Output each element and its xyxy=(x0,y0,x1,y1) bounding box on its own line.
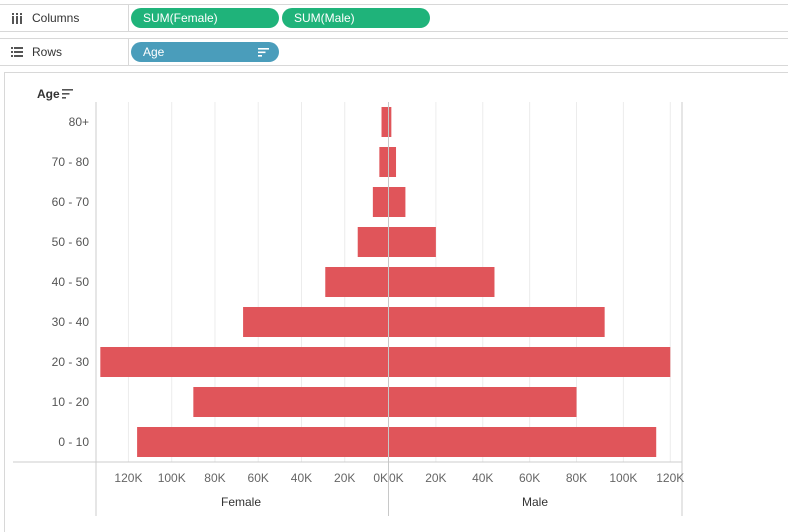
axis-layer: 80+ 70 - 80 60 - 70 50 - 60 40 - 50 30 - 40 20… xyxy=(52,115,685,509)
male-bar[interactable] xyxy=(389,267,495,297)
age-row-label: 80+ xyxy=(69,115,89,129)
age-row-label: 30 - 40 xyxy=(52,315,90,329)
age-row-label: 10 - 20 xyxy=(52,395,90,409)
female-tick-label: 60K xyxy=(248,471,269,485)
male-tick-label: 100K xyxy=(609,471,637,485)
row-header-age[interactable]: Age xyxy=(37,87,60,101)
columns-icon xyxy=(12,13,22,24)
sum-female-pill-text: SUM(Female) xyxy=(143,11,218,25)
female-tick-label: 20K xyxy=(334,471,355,485)
female-bar[interactable] xyxy=(379,147,388,177)
view-area xyxy=(4,72,788,532)
female-bar[interactable] xyxy=(137,427,388,457)
female-tick-label: 100K xyxy=(158,471,186,485)
female-bar[interactable] xyxy=(381,107,388,137)
female-bar[interactable] xyxy=(357,227,388,257)
male-bar[interactable] xyxy=(389,387,577,417)
sum-male-pill[interactable]: SUM(Male) xyxy=(282,8,430,28)
age-row-label: 70 - 80 xyxy=(52,155,90,169)
bar-layer xyxy=(100,107,671,457)
age-row-label: 0 - 10 xyxy=(58,435,89,449)
male-tick-label: 80K xyxy=(566,471,587,485)
female-bar[interactable] xyxy=(243,307,388,337)
columns-shelf: Columns SUM(Female) SUM(Male) xyxy=(0,4,788,32)
rows-shelf: Rows Age xyxy=(0,38,788,66)
male-bar[interactable] xyxy=(389,107,392,137)
female-tick-label: 40K xyxy=(291,471,312,485)
columns-shelf-label: Columns xyxy=(0,5,129,31)
male-tick-label: 20K xyxy=(425,471,446,485)
male-tick-label: 0K xyxy=(389,471,404,485)
rows-label-text: Rows xyxy=(32,45,63,59)
female-tick-label: 80K xyxy=(204,471,225,485)
female-tick-label: 120K xyxy=(114,471,142,485)
age-pill[interactable]: Age xyxy=(131,42,279,62)
male-bar[interactable] xyxy=(389,227,436,257)
female-tick-label: 0K xyxy=(373,471,388,485)
male-axis-title[interactable]: Male xyxy=(522,495,548,509)
male-bar[interactable] xyxy=(389,427,657,457)
row-header-sort-icon[interactable] xyxy=(62,89,73,99)
age-row-label: 60 - 70 xyxy=(52,195,90,209)
age-row-label: 40 - 50 xyxy=(52,275,90,289)
male-tick-label: 40K xyxy=(472,471,493,485)
sort-descending-icon[interactable] xyxy=(258,47,269,57)
female-bar[interactable] xyxy=(325,267,388,297)
male-bar[interactable] xyxy=(389,187,406,217)
rows-shelf-label: Rows xyxy=(0,39,129,65)
rows-icon xyxy=(11,47,23,57)
sum-female-pill[interactable]: SUM(Female) xyxy=(131,8,279,28)
sum-male-pill-text: SUM(Male) xyxy=(294,11,355,25)
age-row-label: 20 - 30 xyxy=(52,355,90,369)
columns-label-text: Columns xyxy=(32,11,80,25)
male-bar[interactable] xyxy=(389,147,397,177)
male-bar[interactable] xyxy=(389,307,605,337)
male-tick-label: 120K xyxy=(656,471,684,485)
female-bar[interactable] xyxy=(100,347,388,377)
age-row-label: 50 - 60 xyxy=(52,235,90,249)
female-axis-title[interactable]: Female xyxy=(221,495,261,509)
age-pill-text: Age xyxy=(143,45,165,59)
male-tick-label: 60K xyxy=(519,471,540,485)
male-bar[interactable] xyxy=(389,347,671,377)
female-bar[interactable] xyxy=(193,387,388,417)
female-bar[interactable] xyxy=(372,187,388,217)
